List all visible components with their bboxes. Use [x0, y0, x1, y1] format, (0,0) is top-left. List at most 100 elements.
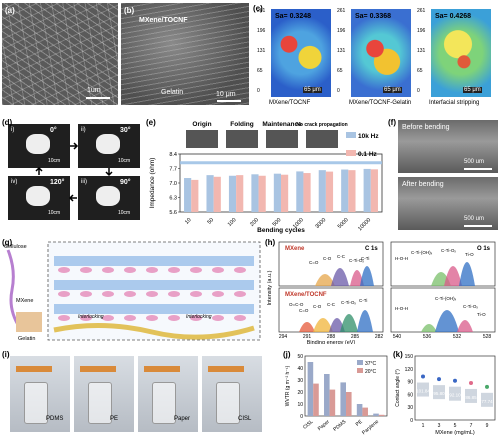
value-label: 92.10 — [449, 393, 461, 398]
vial — [88, 382, 112, 424]
plot-frame — [414, 355, 496, 421]
bar-10k-10000 — [363, 168, 371, 212]
tocnf-fiber — [212, 291, 224, 297]
panel-f-after-scale: 500 um — [464, 216, 485, 222]
y-tick-label: 8.4 — [169, 152, 177, 158]
arrow-right-icon — [70, 142, 79, 150]
afm-tick-label: 0 — [257, 88, 260, 94]
vial-caption: PDMS — [46, 416, 64, 422]
afm-tick-label: 65 — [257, 68, 263, 74]
xps-c-top-label: MXene — [285, 246, 305, 252]
afm-sa-value: Sa= 0.3248 — [275, 13, 312, 20]
vial-caption: Paper — [174, 416, 191, 422]
stage-label: Folding — [230, 121, 253, 128]
stage-thumbnail — [266, 130, 298, 148]
bar-0p1-10000 — [370, 169, 378, 212]
vial — [152, 382, 176, 424]
bar-CISL — [307, 362, 314, 416]
bar-10k-3000 — [318, 170, 326, 212]
legend-swatch — [346, 132, 356, 138]
afm-tick-label: 196 — [257, 28, 266, 34]
tocnf-fiber — [58, 267, 70, 273]
afm-scale: 65 μm — [383, 87, 402, 93]
bar-PDMS — [346, 392, 352, 416]
value-label: 77.74 — [481, 399, 493, 404]
afm-map: Sa= 0.4268 65 μm — [431, 9, 491, 97]
tocnf-fiber — [234, 315, 246, 321]
xps-peak — [357, 310, 373, 332]
y-tick-label: 50 — [297, 354, 303, 360]
xps-peak-label: C-O — [323, 256, 332, 261]
afm-tick-label: 131 — [417, 48, 426, 54]
bar-10k-10 — [184, 178, 192, 212]
bar-PE — [356, 404, 363, 416]
x-tick-label: 100 — [227, 217, 238, 228]
panel-g-label: (g) — [2, 238, 13, 247]
panel-b-title: MXene/TOCNF — [139, 17, 188, 24]
xps-peak-label: C-O — [313, 304, 322, 309]
panel-e-bar-chart: 5.66.37.07.78.410 50 100 200 500 1000 3000 5000… — [149, 121, 383, 234]
tocnf-fiber — [190, 267, 202, 273]
bar-Paper — [324, 374, 330, 416]
panel-b-scale-bar — [217, 100, 241, 102]
legend-swatch — [357, 368, 363, 373]
y-tick-label: 30 — [297, 378, 303, 384]
value-label: 101.84 — [416, 389, 430, 394]
bar-Parylene — [378, 414, 385, 416]
bar-0p1-10 — [191, 179, 199, 212]
xps-peak-label: C-Ti — [361, 256, 369, 261]
tocnf-fiber — [234, 291, 246, 297]
droplet-image — [481, 392, 493, 407]
trend-band — [180, 161, 382, 165]
stage-label: No crack propagation — [296, 122, 347, 128]
afm-tick-label: 0 — [417, 88, 420, 94]
bending-photo: ii) 30° 10cm — [78, 124, 140, 168]
x-tick-label: 3 — [438, 423, 441, 429]
xps-peak — [444, 266, 462, 286]
bar-10k-5000 — [341, 169, 349, 212]
data-point — [469, 380, 473, 385]
vial — [216, 382, 240, 424]
tocnf-fiber — [190, 315, 202, 321]
photo-angle: 30° — [120, 127, 131, 134]
tocnf-fiber — [58, 315, 70, 321]
x-tick-label: 5 — [454, 423, 457, 429]
x-tick-label: PE — [355, 419, 364, 428]
panel-a-scale-bar — [86, 97, 110, 99]
xps-peak-label: C=O — [299, 308, 309, 313]
y-tick-label: 6.3 — [169, 196, 177, 202]
afm-scale: 65 μm — [303, 87, 322, 93]
xps-x-tick: 532 — [453, 334, 462, 340]
xps-peak — [340, 314, 358, 332]
xps-peak-label: Ti-O — [465, 252, 474, 257]
panel-i-label: (i) — [2, 350, 10, 359]
mxene-layer — [54, 280, 254, 290]
x-axis-label: MXene (mg/mL) — [435, 430, 475, 436]
xps-peak — [435, 310, 459, 332]
panel-b-gelatin-label: Gelatin — [161, 89, 184, 96]
panel-e-label: (e) — [146, 118, 156, 127]
tocnf-fiber — [146, 267, 158, 273]
bar-10k-1000 — [296, 171, 304, 212]
photo-angle: 90° — [120, 179, 131, 186]
bar-0p1-5000 — [348, 170, 356, 212]
photo-roman: iii) — [81, 179, 87, 185]
bending-photo: i) 0° 10cm — [8, 124, 70, 168]
photo-scale: 10cm — [48, 210, 61, 216]
panel-f-after-image: After bending 500 um — [398, 177, 498, 230]
stage-thumbnail — [226, 130, 258, 148]
legend-swatch — [346, 150, 356, 156]
cellulose-label: Cellulose — [4, 244, 27, 250]
xps-x-tick: 282 — [375, 334, 384, 340]
xps-peak — [299, 322, 315, 332]
x-tick-label: 200 — [249, 217, 260, 228]
xps-o1s-title: O 1s — [477, 246, 491, 252]
y-tick-label: 30 — [407, 405, 413, 411]
panel-a-sem-image: (a) 1um — [2, 3, 118, 105]
xps-peak-label: C-C — [327, 302, 336, 307]
gelatin-block — [16, 312, 42, 332]
afm-tick-label: 261 — [417, 8, 426, 14]
x-tick-label: Parylene — [361, 419, 380, 436]
panel-f-after-label: After bending — [402, 181, 444, 188]
